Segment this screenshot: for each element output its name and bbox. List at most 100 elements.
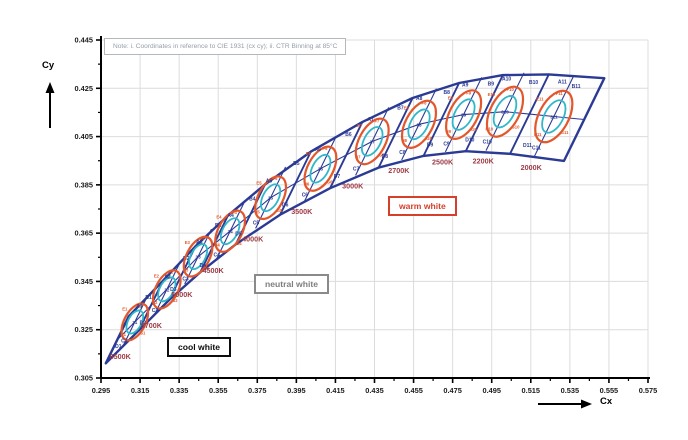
x-tick-label: 0.555	[600, 386, 619, 395]
cct-label: 4500K	[203, 266, 225, 275]
five-step-ellipse	[400, 99, 438, 149]
ring-label-e: E7	[357, 123, 363, 128]
quadrant-label-b: B9	[488, 82, 495, 88]
quadrant-label-d: D2	[140, 320, 147, 326]
ring-label-h: H10	[485, 127, 493, 132]
ellipse-group	[354, 117, 390, 166]
quadrant-label-b: B2	[183, 256, 190, 262]
ring-label-g: G10	[511, 124, 520, 129]
quadrant-label-a: A7	[367, 117, 374, 123]
x-tick-label: 0.575	[639, 386, 658, 395]
quadrant-label-b: B8	[443, 90, 450, 96]
ellipse-group	[534, 89, 574, 144]
axes: 0.295 0.315 0.335 0.355 0.375 0.395 0.415 0.435…	[75, 36, 658, 396]
ellipse-group	[485, 85, 525, 138]
quadrant-label-c: C9	[443, 141, 450, 147]
quadrant-label-b: B6	[345, 132, 352, 138]
ring-label-e: E9	[448, 95, 454, 100]
quadrant-label-a: A9	[462, 83, 469, 89]
ring-label-e: E1	[122, 306, 128, 311]
cct-label: 4000K	[242, 234, 264, 243]
five-step-ellipse	[214, 209, 247, 253]
quadrant-label-d: D7	[334, 174, 341, 180]
ring-label-h: H9	[446, 129, 452, 134]
three-step-ellipse	[188, 243, 209, 270]
quadrant-label-c: C2	[152, 308, 159, 314]
quadrant-label-b: B1	[145, 295, 152, 301]
bin-column-2000K: A11 B11 D11 C11 E11 F11 G11 H11 311 2000K	[521, 75, 581, 172]
center-bin-label: 38	[416, 122, 422, 127]
ring-label-g: G5	[277, 208, 283, 213]
ellipse-group	[182, 235, 214, 278]
ring-label-f: F7	[374, 118, 380, 123]
quadrant-label-d: D8	[382, 154, 389, 160]
x-tick-label: 0.335	[170, 386, 189, 395]
quadrant-label-d: D5	[235, 232, 242, 238]
quadrant-label-c: C11	[532, 146, 541, 152]
ring-label-f: F1	[136, 303, 142, 308]
quadrant-label-b: B5	[293, 161, 300, 167]
x-tick-label: 0.415	[326, 386, 345, 395]
cct-label: 3500K	[291, 207, 313, 216]
center-bin-label: 39	[461, 113, 467, 118]
three-step-ellipse	[360, 126, 384, 157]
ring-label-f: F6	[323, 146, 329, 151]
ellipse-group	[254, 175, 288, 221]
ring-label-f: F4	[232, 210, 238, 215]
y-tick-label: 0.445	[75, 36, 94, 45]
cct-label: 2000K	[521, 163, 543, 172]
center-bin-label: 34	[228, 229, 234, 234]
cool-white-label: cool white	[167, 337, 232, 357]
ring-label-e: E4	[216, 214, 222, 219]
quadrant-label-a: A2	[164, 275, 171, 281]
quadrant-label-d: D11	[523, 143, 532, 149]
ellipse-group	[151, 269, 182, 310]
center-bin-label: 32	[164, 287, 170, 292]
ring-label-h: H5	[255, 210, 261, 215]
quadrant-label-b: B4	[249, 197, 256, 203]
center-bin-label: 33	[196, 255, 202, 260]
ring-label-f: F11	[556, 91, 564, 96]
cx-axis-arrow	[538, 399, 592, 409]
three-step-ellipse	[541, 99, 567, 134]
five-step-ellipse	[354, 117, 390, 166]
ring-label-h: H8	[402, 138, 408, 143]
quadrant-divider	[153, 263, 180, 316]
cct-label: 3000K	[342, 181, 364, 190]
quadrant-label-c: C5	[253, 220, 260, 226]
ring-label-h: H3	[183, 268, 189, 273]
ring-label-f: F9	[466, 90, 472, 95]
quadrant-divider	[184, 228, 212, 285]
quadrant-label-b: B10	[529, 80, 538, 86]
x-tick-label: 0.295	[92, 386, 111, 395]
cct-label: 2700K	[388, 166, 410, 175]
quadrant-divider	[122, 297, 148, 347]
quadrant-label-a: A11	[558, 79, 567, 85]
center-bin-label: 310	[501, 110, 509, 115]
x-tick-label: 0.375	[248, 386, 267, 395]
x-tick-label: 0.495	[482, 386, 501, 395]
ring-label-g: G4	[236, 241, 242, 246]
ring-label-h: H2	[152, 300, 158, 305]
ring-label-h: H7	[355, 155, 361, 160]
quadrant-label-c: C1	[121, 339, 128, 345]
cx-axis-title: Cx	[600, 396, 613, 407]
center-bin-label: 36	[318, 167, 324, 172]
quadrant-divider	[533, 75, 575, 158]
cct-label: 5000K	[171, 290, 193, 299]
ring-label-h: H11	[534, 132, 542, 137]
warm-white-label: warm white	[388, 196, 457, 216]
five-step-ellipse	[485, 85, 525, 138]
five-step-ellipse	[254, 175, 288, 221]
five-step-ellipse	[534, 89, 574, 144]
bin-column-2500K: A9 B9 D9 C9 E9 F9 G9 H9 39 2500K	[427, 77, 495, 167]
ellipse-group	[400, 99, 438, 149]
three-step-ellipse	[451, 98, 476, 131]
bin-column-4000K: A5 B5 D5 C5 E5 F5 G5 H5 35 4000K	[235, 161, 299, 243]
quadrant-label-c: C8	[399, 150, 406, 156]
bin-column-3000K: A7 B7 D7 C7 E7 F7 G7 H7 37 3000K	[334, 106, 404, 191]
quadrant-label-d: D10	[465, 138, 474, 144]
